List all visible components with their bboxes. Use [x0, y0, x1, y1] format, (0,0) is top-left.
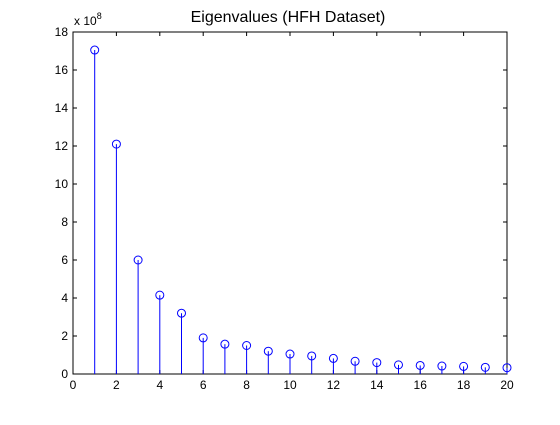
stem-marker-16	[415, 360, 425, 370]
y-tick-label: 14	[55, 101, 69, 115]
stem-marker-19	[480, 362, 490, 372]
stem-marker-20	[502, 363, 512, 373]
stem-marker-3	[133, 255, 143, 265]
stem-marker-18	[459, 361, 469, 371]
stem-marker-15	[394, 360, 403, 370]
x-tick-label: 14	[370, 378, 384, 392]
y-multiplier-exponent: 8	[97, 11, 102, 21]
stem-marker-7	[220, 339, 230, 349]
y-tick-label: 6	[61, 253, 68, 267]
stem-marker-12	[328, 353, 338, 363]
stem-marker-5	[177, 308, 186, 318]
stem-marker-6	[198, 333, 208, 343]
y-tick-label: 18	[55, 25, 69, 39]
stem-marker-8	[242, 341, 252, 350]
y-tick-label: 2	[61, 329, 68, 343]
y-multiplier-prefix: x 10	[74, 14, 97, 28]
y-multiplier-label: x 108	[74, 11, 102, 28]
y-tick-label: 10	[55, 177, 69, 191]
y-tick-label: 4	[61, 291, 68, 305]
stem-marker-13	[350, 356, 360, 366]
stem-marker-9	[263, 346, 273, 356]
stem-marker-14	[372, 358, 382, 368]
stem-marker-1	[90, 45, 100, 55]
x-tick-label: 4	[156, 378, 163, 392]
x-tick-label: 6	[200, 378, 207, 392]
x-tick-label: 20	[500, 378, 514, 392]
y-tick-label: 12	[55, 139, 69, 153]
stem-marker-2	[111, 139, 121, 149]
x-tick-label: 16	[414, 378, 428, 392]
x-tick-label: 8	[243, 378, 250, 392]
stem-marker-4	[155, 290, 165, 300]
stem-marker-17	[437, 361, 447, 371]
stem-marker-11	[307, 351, 317, 361]
stem-marker-10	[285, 349, 295, 359]
x-tick-label: 12	[327, 378, 341, 392]
axis-ticks: 0 2 4 6 8 10 12 14 16 18 20 0 2 4 6 8 10 12 14 16 18	[55, 25, 514, 392]
x-tick-label: 18	[457, 378, 471, 392]
y-tick-label: 8	[61, 215, 68, 229]
plot-area	[72, 31, 508, 375]
x-tick-label: 2	[113, 378, 120, 392]
x-tick-label: 0	[70, 378, 77, 392]
chart-title: Eigenvalues (HFH Dataset)	[191, 9, 386, 26]
y-tick-label: 16	[55, 63, 69, 77]
y-tick-label: 0	[61, 367, 68, 381]
data-stems	[90, 45, 512, 374]
x-tick-label: 10	[283, 378, 297, 392]
